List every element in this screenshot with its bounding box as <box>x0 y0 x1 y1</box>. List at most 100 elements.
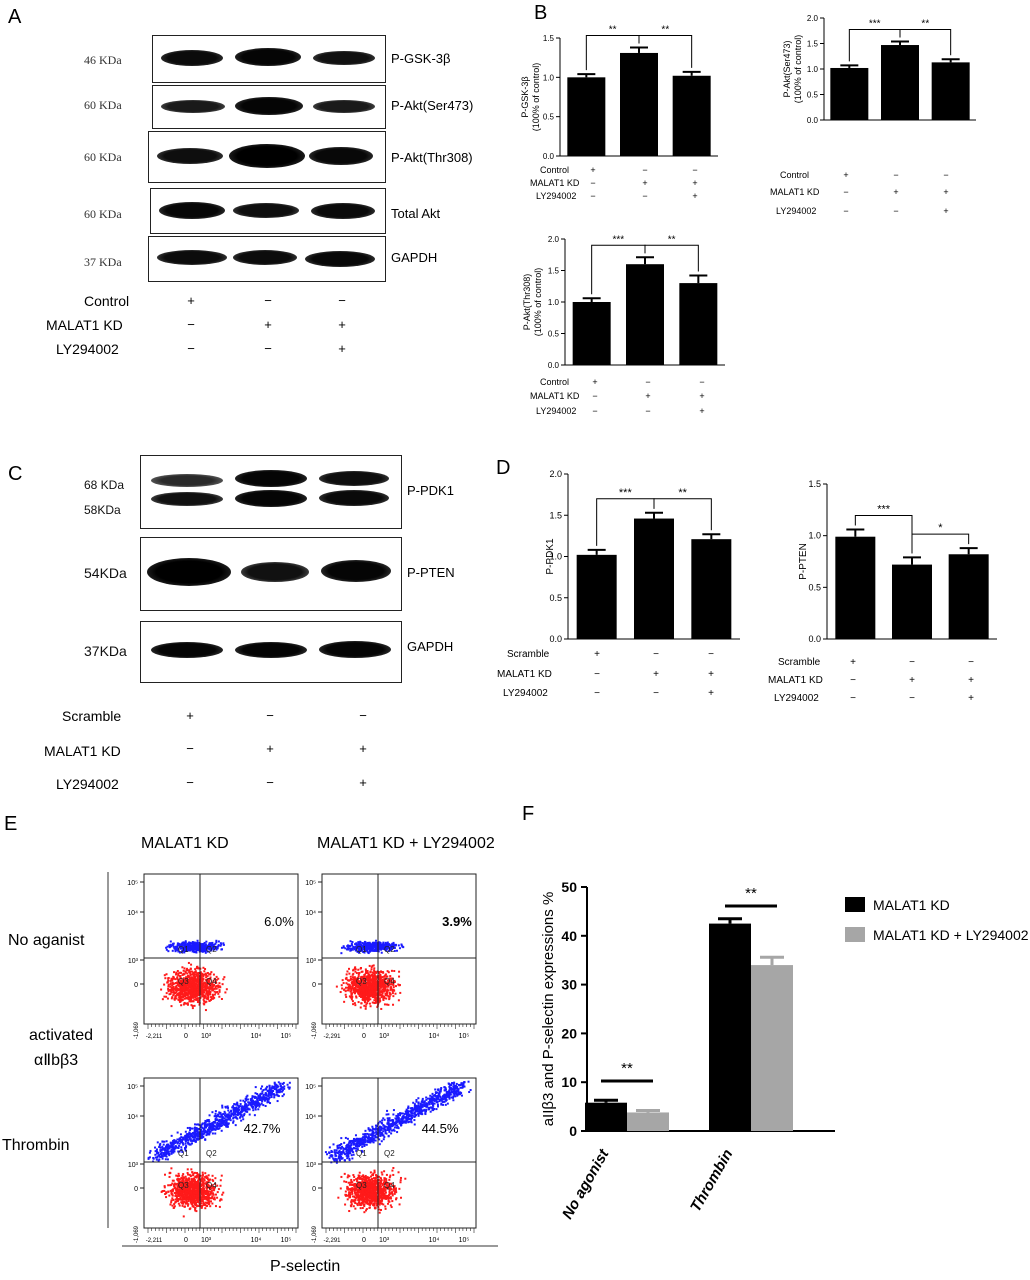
event-dot <box>190 1127 193 1130</box>
event-dot <box>219 1123 222 1126</box>
event-dot <box>204 1119 207 1122</box>
event-dot <box>369 993 372 996</box>
event-dot <box>171 1194 174 1197</box>
event-dot <box>208 1131 211 1134</box>
event-dot <box>201 1136 204 1139</box>
event-dot <box>260 1097 263 1100</box>
event-dot <box>386 991 389 994</box>
event-dot <box>185 1179 188 1182</box>
treatment-sign: − <box>186 775 194 790</box>
event-dot <box>187 1177 190 1180</box>
event-dot <box>195 1176 198 1179</box>
event-dot <box>169 989 172 992</box>
treatment-sign: − <box>653 649 659 660</box>
event-dot <box>345 977 348 980</box>
event-dot <box>218 1199 221 1202</box>
event-dot <box>287 1086 290 1089</box>
event-dot <box>369 987 372 990</box>
event-dot <box>184 1149 187 1152</box>
blot-label: P-Akt(Ser473) <box>391 98 474 113</box>
event-dot <box>194 1194 197 1197</box>
event-dot <box>262 1104 265 1107</box>
treatment-sign: + <box>653 669 659 680</box>
event-dot <box>233 1113 236 1116</box>
event-dot <box>254 1096 257 1099</box>
event-dot <box>168 1152 171 1155</box>
significance-label: ** <box>609 24 617 35</box>
event-dot <box>193 1138 196 1141</box>
event-dot <box>355 983 358 986</box>
event-dot <box>160 1190 163 1193</box>
event-dot <box>169 993 172 996</box>
event-dot <box>183 981 186 984</box>
event-dot <box>366 999 369 1002</box>
event-dot <box>211 985 214 988</box>
event-dot <box>376 1006 379 1009</box>
event-dot <box>360 981 363 984</box>
y-axis-label: (100% of control) <box>793 35 803 104</box>
event-dot <box>165 948 168 951</box>
event-dot <box>199 1187 202 1190</box>
event-dot <box>383 984 386 987</box>
kda-marker: 68 KDa <box>84 478 125 492</box>
event-dot <box>250 1103 253 1106</box>
event-dot <box>210 1187 213 1190</box>
event-dot <box>156 1155 159 1158</box>
event-dot <box>366 1002 369 1005</box>
event-dot <box>183 1188 186 1191</box>
significance-label: ** <box>921 18 929 29</box>
event-dot <box>188 1188 191 1191</box>
event-dot <box>200 973 203 976</box>
flow-column-title: MALAT1 KD + LY294002 <box>317 835 495 852</box>
event-dot <box>182 994 185 997</box>
event-dot <box>379 945 382 948</box>
y-tick-label: 50 <box>561 879 577 895</box>
event-dot <box>367 978 370 981</box>
event-dot <box>206 1176 209 1179</box>
event-dot <box>213 987 216 990</box>
event-dot <box>350 942 353 945</box>
event-dot <box>171 1144 174 1147</box>
event-dot <box>364 996 367 999</box>
event-dot <box>167 1151 170 1154</box>
event-dot <box>350 947 353 950</box>
event-dot <box>257 1108 260 1111</box>
event-dot <box>161 1140 164 1143</box>
event-dot <box>386 941 389 944</box>
event-dot <box>397 999 400 1002</box>
event-dot <box>384 974 387 977</box>
event-dot <box>204 1193 207 1196</box>
event-dot <box>232 1111 235 1114</box>
event-dot <box>177 1195 180 1198</box>
event-dot <box>203 994 206 997</box>
event-dot <box>171 981 174 984</box>
treatment-sign: − <box>843 206 848 216</box>
event-dot <box>386 990 389 993</box>
event-dot <box>158 1154 161 1157</box>
event-dot <box>178 1204 181 1207</box>
event-dot <box>157 1152 160 1155</box>
bar <box>948 554 989 639</box>
event-dot <box>182 972 185 975</box>
treatment-label: MALAT1 KD <box>44 743 121 759</box>
event-dot <box>169 1189 172 1192</box>
event-dot <box>268 1086 271 1089</box>
event-dot <box>195 950 198 953</box>
event-dot <box>368 977 371 980</box>
event-dot <box>200 989 203 992</box>
event-dot <box>366 971 369 974</box>
event-dot <box>365 988 368 991</box>
event-dot <box>186 1190 189 1193</box>
event-dot <box>192 1191 195 1194</box>
event-dot <box>390 969 393 972</box>
event-dot <box>204 1190 207 1193</box>
event-dot <box>212 973 215 976</box>
treatment-sign: − <box>266 775 274 790</box>
event-dot <box>360 993 363 996</box>
event-dot <box>380 990 383 993</box>
event-dot <box>372 978 375 981</box>
treatment-sign: − <box>186 741 194 756</box>
event-dot <box>226 1124 229 1127</box>
treatment-sign: − <box>893 206 898 216</box>
event-dot <box>214 1114 217 1117</box>
